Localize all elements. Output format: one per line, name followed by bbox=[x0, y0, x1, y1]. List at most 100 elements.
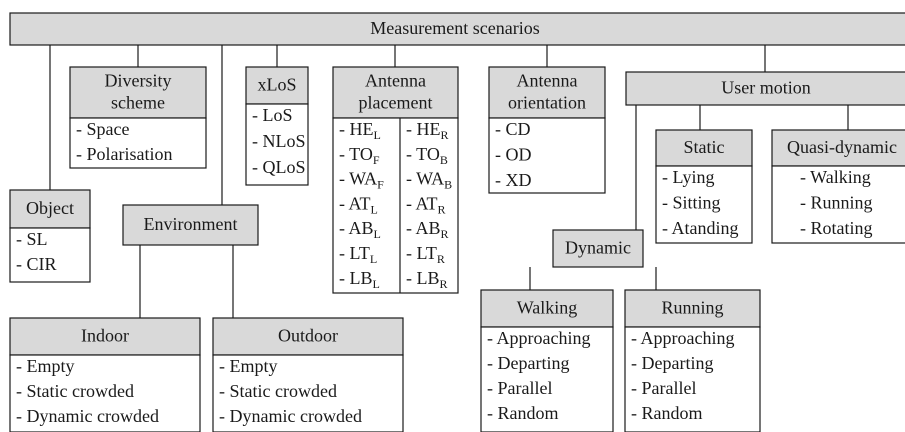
group-items-box bbox=[771, 165, 905, 244]
item-sub: R bbox=[437, 252, 445, 266]
item-sub: F bbox=[373, 153, 380, 167]
group-header: Object bbox=[26, 198, 74, 218]
item-sub: R bbox=[441, 227, 449, 241]
group-items-box bbox=[9, 354, 201, 432]
group-header-box bbox=[625, 71, 905, 106]
group-items-box bbox=[9, 227, 91, 283]
item: - TOF bbox=[339, 144, 380, 167]
item-text: - Space bbox=[76, 119, 129, 139]
item-sub: L bbox=[373, 277, 380, 291]
group-header: Dynamic bbox=[565, 238, 631, 258]
item-text: - WA bbox=[339, 169, 377, 189]
item: - ATR bbox=[406, 194, 446, 217]
group-header: Indoor bbox=[81, 326, 129, 346]
item-sub: L bbox=[374, 128, 381, 142]
item-text: - TO bbox=[339, 144, 373, 164]
item: - Lying bbox=[662, 167, 715, 187]
group-header: Static bbox=[684, 137, 725, 157]
item-text: - HE bbox=[339, 119, 374, 139]
item-text: - TO bbox=[406, 144, 440, 164]
group-header-box bbox=[9, 189, 91, 229]
group-header-box bbox=[69, 66, 207, 119]
group-header-box bbox=[332, 66, 459, 119]
item: - NLoS bbox=[252, 131, 306, 151]
group-header: Antenna bbox=[517, 71, 578, 91]
item-text: - SL bbox=[16, 229, 48, 249]
item-text: - Parallel bbox=[631, 378, 696, 398]
group-header: Antenna bbox=[365, 71, 426, 91]
group-items-box bbox=[332, 117, 459, 294]
item: - Dynamic crowded bbox=[16, 406, 159, 426]
item-text: - Empty bbox=[16, 356, 75, 376]
group-items-box bbox=[480, 326, 614, 432]
item-text: - Random bbox=[631, 403, 703, 423]
item-sub: L bbox=[371, 202, 378, 216]
group-header: User motion bbox=[721, 78, 811, 98]
item: - LoS bbox=[252, 105, 293, 125]
item: - Empty bbox=[219, 356, 278, 376]
item: - LBR bbox=[406, 268, 448, 291]
item: - CIR bbox=[16, 254, 57, 274]
item: - TOB bbox=[406, 144, 448, 167]
group-header: orientation bbox=[508, 93, 586, 113]
group-header-box bbox=[624, 289, 761, 328]
group-header: Quasi-dynamic bbox=[787, 137, 897, 157]
group-header: Walking bbox=[517, 298, 578, 318]
item: - Empty bbox=[16, 356, 75, 376]
group-items-box bbox=[212, 354, 404, 432]
item-text: - LoS bbox=[252, 105, 293, 125]
group-header-box bbox=[552, 229, 644, 268]
item-text: - Approaching bbox=[631, 328, 734, 348]
group-items-box bbox=[69, 117, 207, 169]
item-text: - Rotating bbox=[800, 218, 873, 238]
item-text: - XD bbox=[495, 170, 532, 190]
item-text: - AT bbox=[406, 194, 438, 214]
item: - OD bbox=[495, 145, 532, 165]
item-text: - WA bbox=[406, 169, 444, 189]
item: - Parallel bbox=[487, 378, 552, 398]
item: - Approaching bbox=[631, 328, 734, 348]
item: - Sitting bbox=[662, 193, 721, 213]
item: - HEL bbox=[339, 119, 381, 142]
item-text: - Empty bbox=[219, 356, 278, 376]
item: - Static crowded bbox=[16, 381, 134, 401]
item-text: - Departing bbox=[631, 353, 713, 373]
group-items-box bbox=[245, 103, 309, 186]
item: - ATL bbox=[339, 194, 378, 217]
item: - SL bbox=[16, 229, 48, 249]
group-header: xLoS bbox=[257, 75, 296, 95]
item-text: - Dynamic crowded bbox=[16, 406, 159, 426]
item: - LBL bbox=[339, 268, 380, 291]
item-sub: L bbox=[370, 252, 377, 266]
item-sub: L bbox=[374, 227, 381, 241]
item: - ABR bbox=[406, 218, 449, 241]
item: - QLoS bbox=[252, 157, 306, 177]
item: - Static crowded bbox=[219, 381, 337, 401]
item-sub: R bbox=[438, 202, 446, 216]
item-text: - LT bbox=[406, 243, 437, 263]
item-sub: B bbox=[440, 153, 448, 167]
item-text: - LB bbox=[339, 268, 373, 288]
item-text: - Dynamic crowded bbox=[219, 406, 362, 426]
group-header: placement bbox=[359, 93, 433, 113]
item: - Polarisation bbox=[76, 144, 173, 164]
item-text: - Sitting bbox=[662, 193, 721, 213]
item: - Departing bbox=[487, 353, 569, 373]
item-text: - QLoS bbox=[252, 157, 306, 177]
item: - Parallel bbox=[631, 378, 696, 398]
group-header-box bbox=[122, 204, 259, 246]
item: - HER bbox=[406, 119, 449, 142]
item-sub: R bbox=[441, 128, 449, 142]
root-box bbox=[9, 12, 905, 46]
item: - Atanding bbox=[662, 218, 739, 238]
item-text: - Parallel bbox=[487, 378, 552, 398]
item-text: - Lying bbox=[662, 167, 715, 187]
item-text: - AB bbox=[406, 218, 441, 238]
item-text: - Atanding bbox=[662, 218, 739, 238]
group-header: Running bbox=[661, 298, 723, 318]
connectors bbox=[49, 45, 849, 318]
group-header-box bbox=[488, 66, 606, 119]
group-items-box bbox=[655, 165, 753, 244]
item-text: - Static crowded bbox=[16, 381, 134, 401]
